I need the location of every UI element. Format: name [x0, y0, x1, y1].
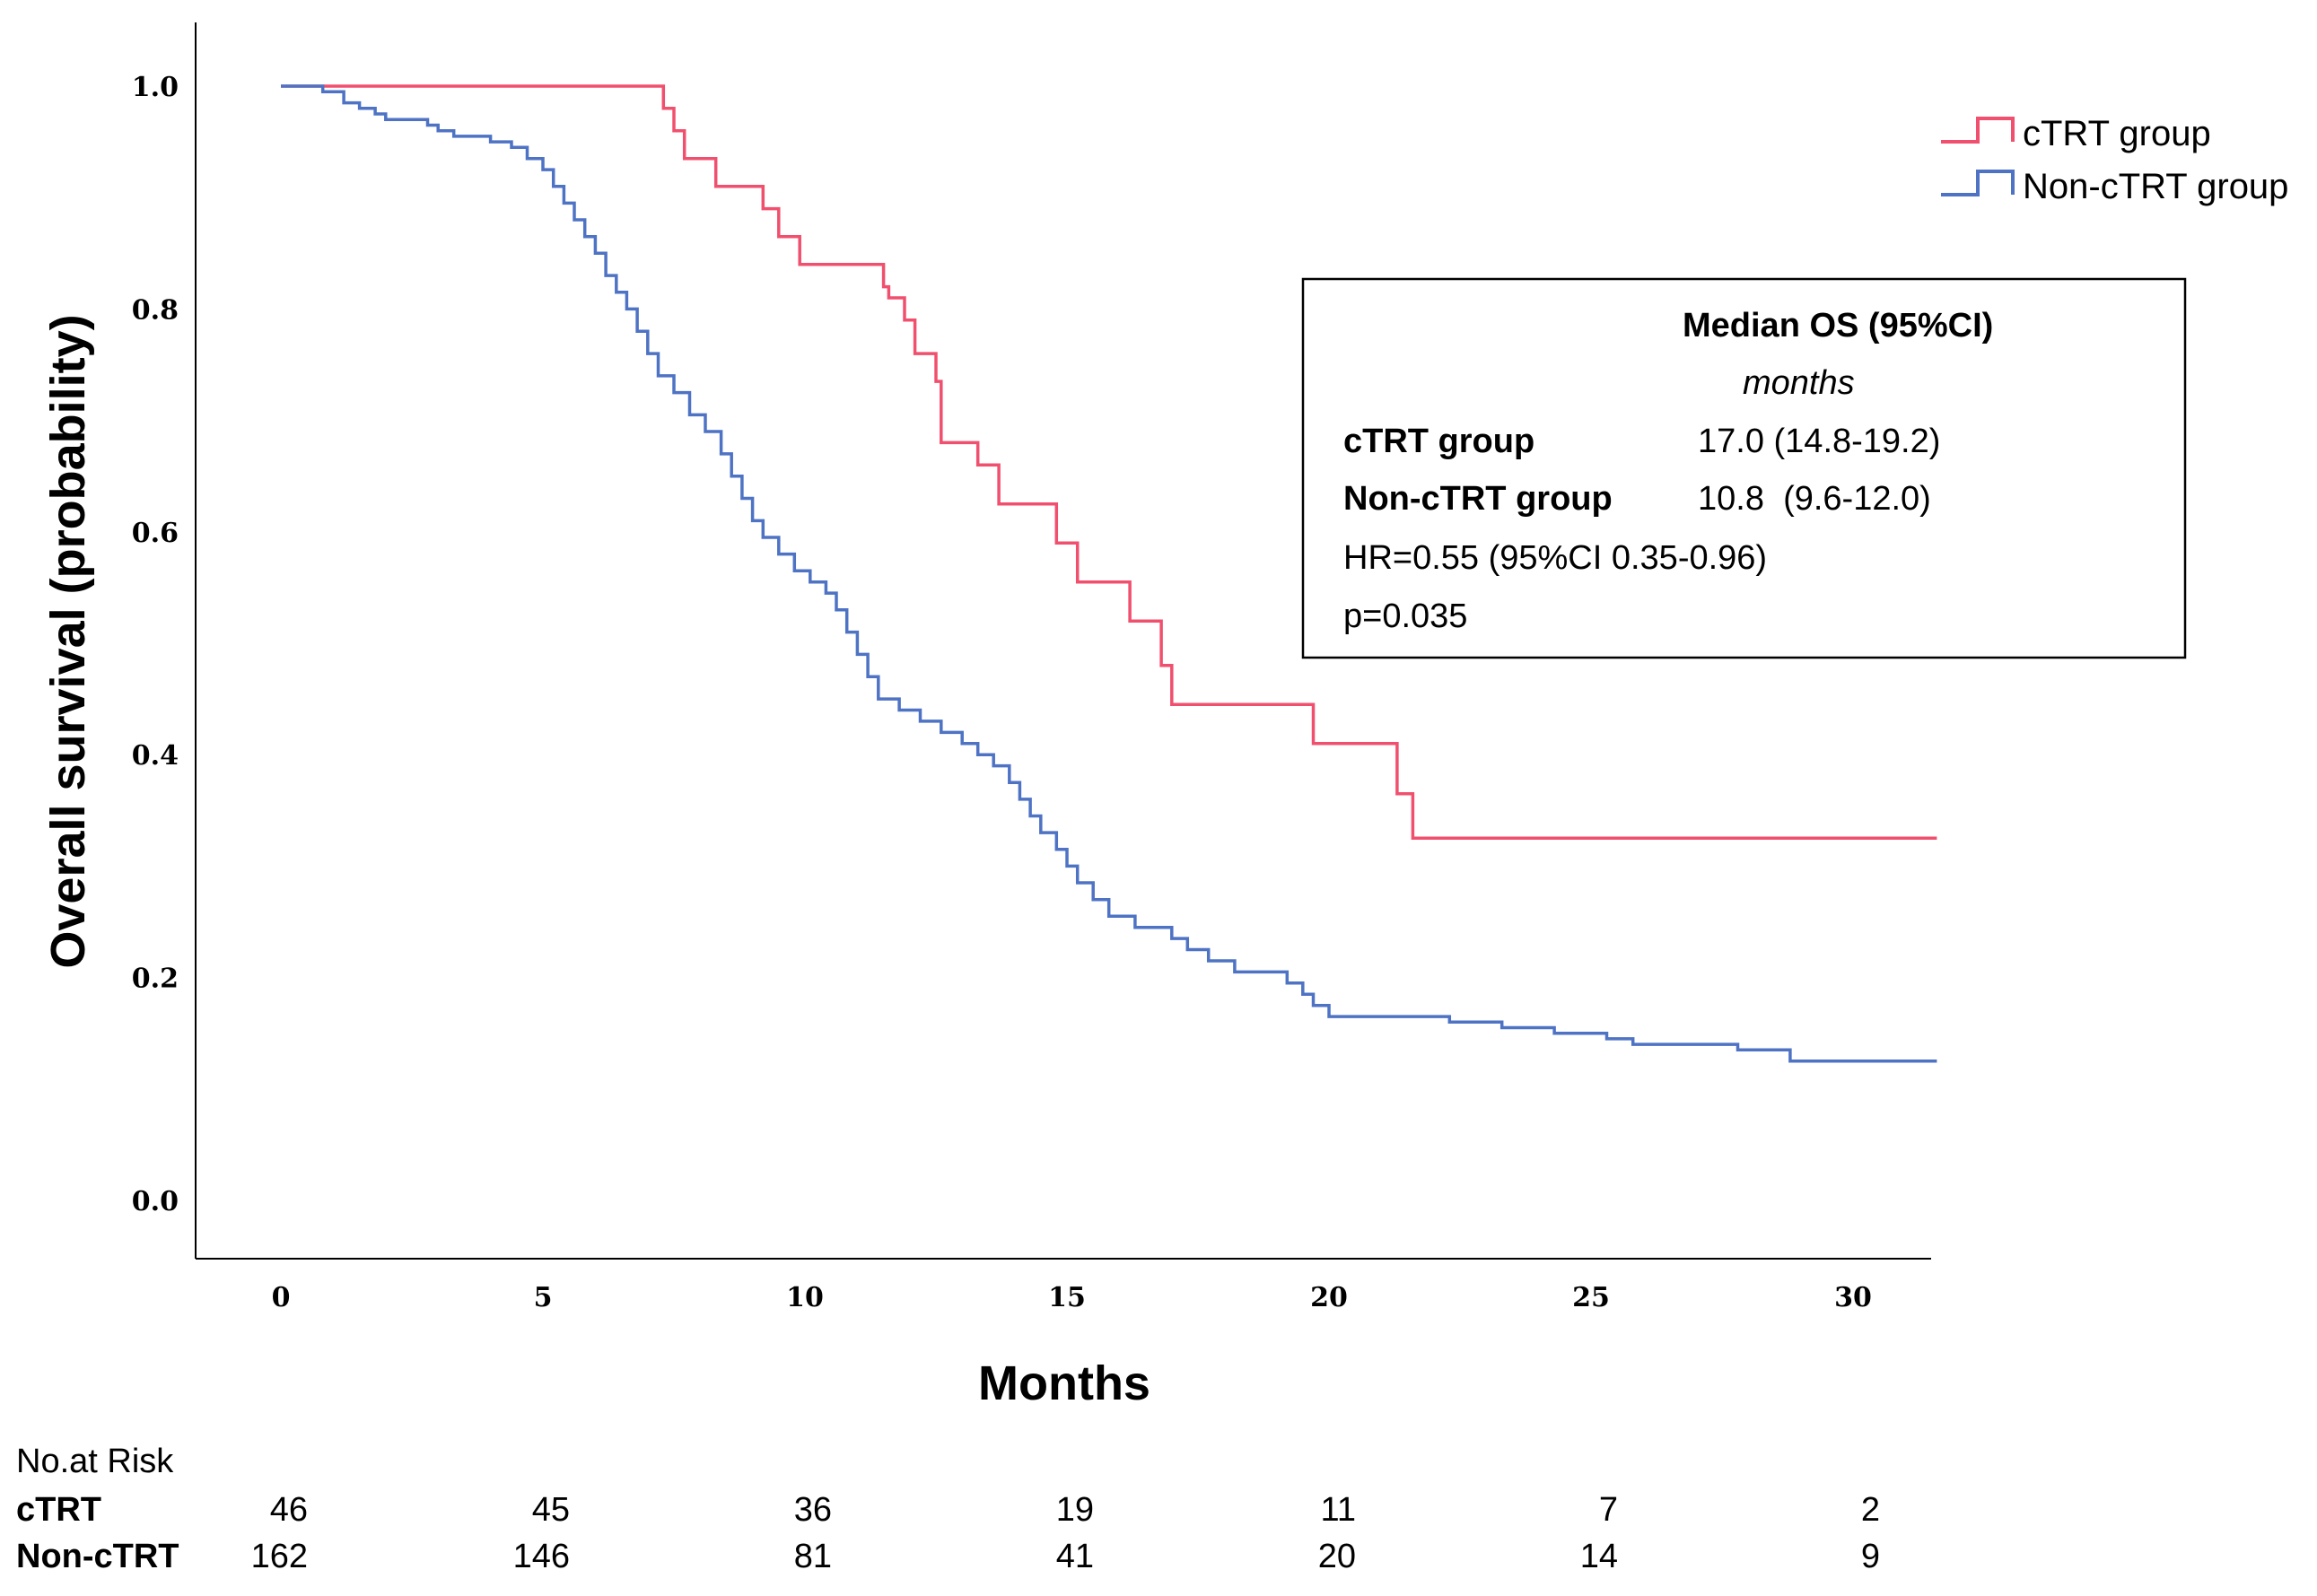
x-tick-label: 25	[1572, 1282, 1610, 1313]
risk-row-label-ctrt: cTRT	[16, 1491, 101, 1529]
legend: cTRT group Non-cTRT group	[1941, 114, 2288, 206]
median-os-row-non-ctrt-value: 10.8 (9.6-12.0)	[1698, 480, 1931, 518]
y-tick-label: 0.8	[132, 294, 179, 326]
risk-value: 19	[1056, 1491, 1094, 1529]
risk-table: No.at Risk cTRT Non-cTRT 46 45 36 19 11 7 2 162…	[16, 1443, 1880, 1575]
p-value: p=0.035	[1343, 597, 1467, 635]
hazard-ratio: HR=0.55 (95%CI 0.35-0.96)	[1343, 539, 1767, 577]
risk-value: 11	[1321, 1491, 1356, 1529]
survival-curve-ctrt	[281, 84, 1937, 841]
risk-value: 46	[270, 1491, 308, 1529]
y-tick-label: 0.2	[132, 964, 179, 995]
risk-value: 20	[1318, 1538, 1356, 1575]
risk-table-title: No.at Risk	[16, 1443, 174, 1480]
median-os-row-ctrt-value: 17.0 (14.8-19.2)	[1698, 423, 1940, 460]
median-os-units: months	[1743, 364, 1855, 402]
risk-value: 146	[513, 1538, 570, 1575]
risk-values: 46 45 36 19 11 7 2 162 146 81 41 20 14 9	[251, 1491, 1880, 1575]
axes	[195, 22, 1931, 1260]
y-tick-label: 0.6	[132, 518, 179, 549]
x-tick-label: 5	[534, 1282, 553, 1313]
median-os-row-ctrt-label: cTRT group	[1343, 423, 1534, 460]
risk-value: 45	[532, 1491, 570, 1529]
legend-label-non-ctrt: Non-cTRT group	[2023, 167, 2288, 206]
x-tick-labels: 0 5 10 15 20 25 30	[272, 1282, 1872, 1313]
risk-value: 7	[1599, 1491, 1618, 1529]
x-tick-label: 10	[786, 1282, 824, 1313]
legend-label-ctrt: cTRT group	[2023, 114, 2211, 153]
y-tick-label: 0.0	[132, 1186, 179, 1217]
survival-curve-non-ctrt	[281, 84, 1937, 1063]
legend-swatch-non-ctrt	[1941, 170, 2015, 196]
x-tick-label: 0	[272, 1282, 291, 1313]
median-os-title: Median OS (95%CI)	[1683, 307, 1993, 344]
risk-value: 162	[251, 1538, 308, 1575]
risk-value: 36	[794, 1491, 832, 1529]
y-tick-label: 0.4	[132, 740, 179, 772]
median-os-box: Median OS (95%CI) months cTRT group 17.0…	[1301, 277, 2187, 659]
legend-swatch-ctrt	[1941, 117, 2015, 144]
risk-value: 81	[794, 1538, 832, 1575]
x-tick-label: 15	[1048, 1282, 1086, 1313]
risk-value: 2	[1861, 1491, 1880, 1529]
y-tick-labels: 0.0 0.2 0.4 0.6 0.8 1.0	[132, 72, 179, 1217]
risk-value: 14	[1580, 1538, 1618, 1575]
median-os-box-frame	[1301, 277, 2187, 659]
y-axis-title: Overall survival (probability)	[41, 314, 95, 968]
risk-value: 9	[1861, 1538, 1880, 1575]
x-axis-title: Months	[978, 1356, 1150, 1410]
survival-curves	[281, 84, 1937, 1063]
y-tick-label: 1.0	[132, 72, 179, 103]
risk-value: 41	[1056, 1538, 1094, 1575]
risk-row-label-non-ctrt: Non-cTRT	[16, 1538, 179, 1575]
x-tick-label: 30	[1834, 1282, 1872, 1313]
median-os-row-non-ctrt-label: Non-cTRT group	[1343, 480, 1613, 518]
x-tick-label: 20	[1310, 1282, 1348, 1313]
